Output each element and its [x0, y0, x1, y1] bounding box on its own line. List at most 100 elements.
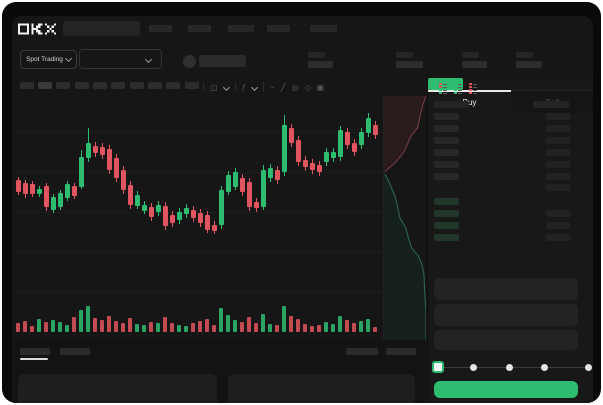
candle: [233, 172, 238, 187]
draw-tool-icon[interactable]: ╱: [280, 82, 286, 92]
nav-item-placeholder[interactable]: [188, 25, 211, 32]
nav-item-placeholder[interactable]: [310, 25, 337, 32]
divider: [263, 82, 265, 92]
market-mode-label: Spot Trading: [26, 56, 63, 63]
timeframe-button[interactable]: [148, 82, 162, 89]
stat-label-placeholder: [462, 52, 479, 58]
trade-panel: Buy Sell: [427, 78, 593, 403]
candle: [338, 130, 343, 157]
candlestick-chart[interactable]: [14, 96, 383, 340]
candle: [65, 184, 70, 198]
volume-bar: [268, 324, 272, 332]
volume-bar: [191, 323, 195, 332]
nav-item-placeholder[interactable]: [228, 25, 254, 32]
amount-input[interactable]: [434, 304, 578, 326]
slider-dot[interactable]: [585, 364, 592, 371]
settings-icon[interactable]: ◇: [304, 82, 311, 92]
active-tab-underline: [20, 358, 48, 360]
tab-buy[interactable]: Buy: [428, 90, 511, 113]
depth-chart: [383, 95, 427, 340]
timeframe-button[interactable]: [75, 82, 89, 89]
bid-size-placeholder: [546, 210, 570, 217]
stat-value-placeholder: [396, 61, 423, 68]
pair-selector-dropdown[interactable]: [79, 49, 162, 69]
orderbook-view-bids-icon[interactable]: [453, 82, 463, 95]
timeframe-button[interactable]: [185, 82, 199, 89]
okx-logo-glyph: [18, 23, 56, 35]
volume-bar: [149, 322, 153, 332]
screenshot-icon[interactable]: ◎: [291, 82, 299, 92]
candle: [226, 175, 231, 192]
volume-bar: [44, 322, 48, 332]
bid-size-placeholder: [546, 222, 570, 229]
okx-logo[interactable]: [18, 22, 56, 35]
timeframe-button[interactable]: [166, 82, 180, 89]
candle: [324, 152, 329, 162]
volume-bar: [114, 321, 118, 332]
stat-label-placeholder: [396, 52, 413, 58]
bottom-tab[interactable]: [60, 348, 90, 355]
candle: [177, 212, 182, 220]
candle: [303, 160, 308, 167]
line-tool-icon[interactable]: ~: [270, 82, 275, 92]
market-mode-dropdown[interactable]: Spot Trading: [20, 50, 77, 69]
candle: [198, 213, 203, 223]
slider-dot[interactable]: [506, 364, 513, 371]
candle-style-icon[interactable]: ◫: [210, 82, 218, 92]
volume-bar: [296, 319, 300, 332]
chevron-down-icon: [144, 55, 153, 64]
bid-price-placeholder: [434, 222, 459, 229]
volume-bar: [184, 326, 188, 332]
nav-item-placeholder[interactable]: [149, 25, 172, 32]
candle: [254, 202, 259, 208]
stat-value-placeholder: [308, 61, 333, 68]
volume-bar: [275, 325, 279, 332]
fullscreen-icon[interactable]: ▣: [316, 82, 325, 92]
slider-dot[interactable]: [470, 364, 477, 371]
volume-bar: [107, 316, 111, 332]
volume-bar: [86, 306, 90, 332]
timeframe-button[interactable]: [20, 82, 34, 89]
candle: [296, 140, 301, 162]
orderbook-header-placeholder: [533, 101, 569, 108]
slider-dot[interactable]: [541, 364, 548, 371]
volume-bar: [30, 326, 34, 332]
candle: [149, 207, 154, 217]
candle: [184, 208, 189, 214]
bottom-tab-active[interactable]: [20, 348, 50, 355]
timeframe-button[interactable]: [56, 82, 70, 89]
candle: [93, 146, 98, 153]
total-input[interactable]: [434, 330, 578, 350]
slider-handle[interactable]: [432, 361, 444, 373]
bottom-action-placeholder[interactable]: [346, 348, 378, 355]
volume-bar: [345, 320, 349, 332]
bottom-action-placeholder[interactable]: [386, 348, 416, 355]
candle: [142, 205, 147, 211]
timeframe-button[interactable]: [111, 82, 125, 89]
candle: [100, 147, 105, 155]
gridline: [14, 132, 383, 133]
chevron-down-icon[interactable]: [222, 83, 230, 91]
price-input[interactable]: [434, 278, 578, 300]
timeframe-button-active[interactable]: [38, 82, 52, 89]
volume-bar: [366, 319, 370, 332]
amount-slider-track[interactable]: [434, 367, 592, 368]
timeframe-button[interactable]: [130, 82, 144, 89]
candle: [247, 182, 252, 207]
ask-size-placeholder: [546, 161, 570, 168]
depth-svg: [384, 95, 427, 340]
candle: [72, 186, 77, 196]
orderbook-view-asks-icon[interactable]: [468, 82, 478, 95]
gridline: [14, 252, 383, 253]
buy-submit-button[interactable]: [434, 381, 578, 398]
search-input[interactable]: [63, 21, 140, 36]
chevron-down-icon[interactable]: [250, 83, 259, 91]
volume-bar: [198, 321, 202, 332]
orderbook-view-both-icon[interactable]: [438, 82, 448, 95]
nav-item-placeholder[interactable]: [267, 25, 290, 32]
indicators-icon[interactable]: ƒ: [241, 82, 247, 92]
orderbook-value-placeholder: [546, 184, 570, 191]
candle: [289, 128, 294, 143]
candle: [44, 186, 49, 207]
timeframe-button[interactable]: [93, 82, 107, 89]
